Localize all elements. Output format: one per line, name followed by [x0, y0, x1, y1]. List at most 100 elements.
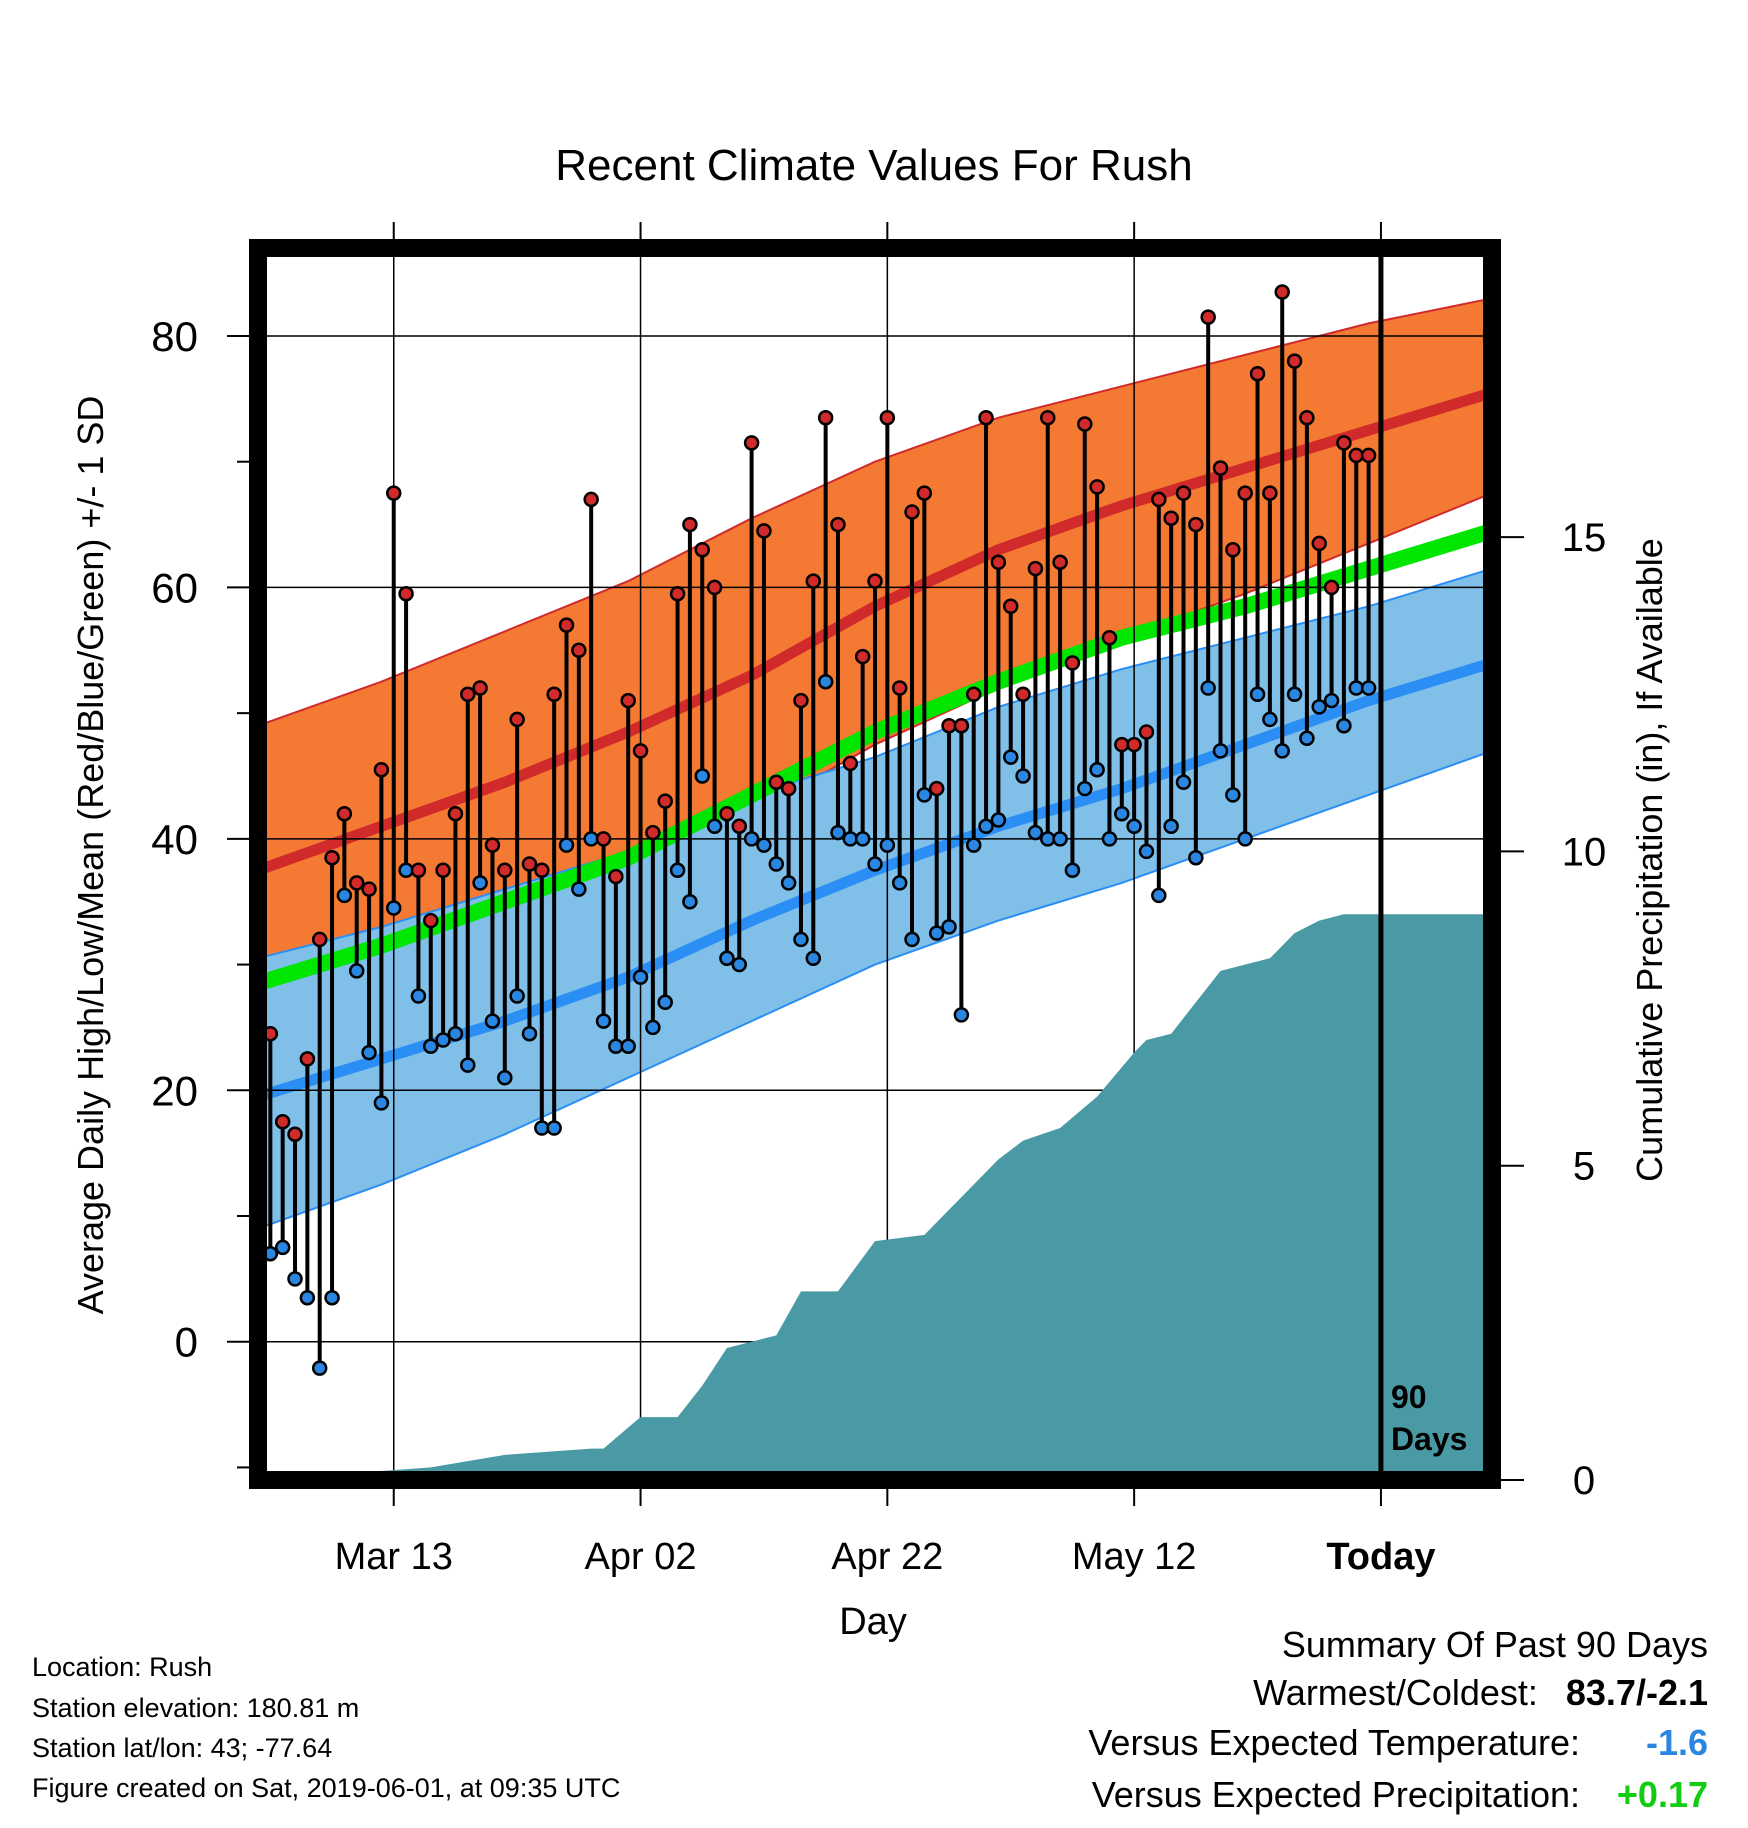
today-days-word: Days — [1391, 1421, 1468, 1457]
daily-high-point — [1274, 284, 1290, 300]
daily-high-point — [731, 818, 748, 835]
y-tick-label: 60 — [151, 564, 198, 611]
temp-value: -1.6 — [1645, 1722, 1708, 1763]
daily-low-point — [447, 1025, 464, 1042]
daily-low-point — [1311, 699, 1327, 715]
daily-high-point — [385, 485, 402, 501]
daily-low-point — [780, 875, 797, 891]
daily-high-point — [879, 409, 896, 426]
daily-high-point — [324, 849, 340, 866]
daily-high-point — [447, 805, 464, 822]
daily-low-point — [361, 1044, 377, 1061]
latlon-text: Station lat/lon: 43; -77.64 — [32, 1733, 333, 1763]
daily-low-point — [854, 831, 871, 847]
daily-high-point — [632, 743, 649, 759]
daily-high-point — [928, 780, 945, 797]
daily-low-point — [509, 988, 525, 1004]
daily-low-point — [460, 1057, 476, 1073]
daily-low-point — [669, 862, 686, 879]
daily-high-point — [768, 774, 785, 791]
daily-low-point — [1200, 680, 1216, 696]
daily-high-point — [1237, 485, 1253, 501]
daily-low-point — [1089, 761, 1105, 778]
daily-low-point — [817, 673, 834, 690]
daily-high-point — [595, 831, 612, 847]
daily-high-point — [1200, 309, 1216, 325]
daily-high-point — [287, 1126, 303, 1143]
daily-high-point — [1126, 736, 1142, 753]
daily-low-point — [731, 956, 748, 973]
daily-low-point — [682, 893, 698, 910]
daily-high-point — [348, 875, 365, 891]
y2-axis-label: Cumulative Precipitation (in), If Availa… — [1629, 538, 1670, 1182]
summary-precip-row: Versus Expected Precipitation: +0.17 — [1092, 1774, 1708, 1816]
daily-low-point — [608, 1038, 624, 1055]
daily-high-point — [472, 680, 488, 696]
daily-low-point — [435, 1032, 451, 1048]
daily-low-point — [879, 837, 896, 853]
daily-high-point — [941, 717, 957, 734]
daily-high-point — [1027, 560, 1044, 577]
daily-high-point — [830, 516, 846, 533]
daily-high-point — [521, 856, 538, 872]
daily-low-point — [1101, 831, 1118, 847]
daily-low-point — [398, 862, 414, 879]
daily-high-point — [410, 862, 427, 879]
daily-low-point — [1138, 843, 1155, 860]
daily-high-point — [435, 862, 451, 879]
daily-low-point — [1064, 862, 1081, 879]
daily-low-point — [583, 831, 599, 847]
y-tick-label: 0 — [175, 1319, 198, 1366]
daily-low-point — [928, 925, 945, 941]
daily-high-point — [484, 837, 501, 853]
daily-low-point — [978, 818, 994, 835]
y2-tick-label: 0 — [1573, 1459, 1595, 1503]
daily-high-point — [1077, 416, 1093, 432]
precip-area — [258, 914, 1492, 1480]
daily-low-point — [1274, 743, 1290, 759]
daily-low-point — [1360, 680, 1377, 696]
daily-low-point — [805, 950, 822, 967]
daily-low-point — [1175, 774, 1192, 791]
y-tick-label: 80 — [151, 313, 198, 360]
daily-high-point — [1151, 491, 1167, 508]
daily-high-point — [546, 686, 562, 703]
daily-low-point — [904, 931, 920, 948]
daily-low-point — [571, 881, 587, 897]
daily-low-point — [1299, 730, 1315, 747]
daily-high-point — [1249, 365, 1266, 382]
daily-high-point — [1052, 554, 1068, 571]
daily-high-point — [1311, 535, 1327, 552]
daily-high-point — [990, 554, 1007, 571]
daily-high-point — [916, 485, 933, 501]
daily-low-point — [1126, 818, 1142, 835]
summary-warmest-row: Warmest/Coldest: 83.7/-2.1 — [1253, 1672, 1708, 1714]
daily-high-point — [1101, 629, 1118, 646]
daily-low-point — [1237, 831, 1253, 847]
plot-frame — [249, 239, 1501, 1489]
daily-high-point — [1015, 686, 1031, 703]
daily-low-point — [534, 1120, 550, 1136]
created-text: Figure created on Sat, 2019-06-01, at 09… — [32, 1773, 621, 1803]
daily-high-point — [1163, 510, 1179, 527]
daily-low-point — [595, 1013, 612, 1029]
y2-tick-label: 15 — [1562, 516, 1607, 560]
daily-low-point — [891, 875, 908, 891]
daily-low-point — [632, 969, 649, 985]
daily-low-point — [953, 1007, 970, 1023]
daily-high-point — [1212, 460, 1229, 476]
daily-low-point — [768, 856, 785, 872]
daily-high-point — [311, 931, 328, 948]
daily-low-point — [719, 950, 735, 967]
daily-high-point — [398, 585, 414, 602]
daily-low-point — [867, 856, 883, 872]
daily-low-point — [965, 837, 982, 853]
daily-low-point — [410, 988, 427, 1004]
daily-low-point — [1286, 686, 1303, 703]
daily-high-point — [867, 573, 883, 589]
y2-tick-label: 5 — [1573, 1145, 1595, 1189]
precip-value: +0.17 — [1616, 1774, 1708, 1815]
daily-high-point — [299, 1051, 316, 1067]
daily-low-point — [941, 919, 957, 935]
warmest-value: 83.7/-2.1 — [1565, 1672, 1708, 1713]
